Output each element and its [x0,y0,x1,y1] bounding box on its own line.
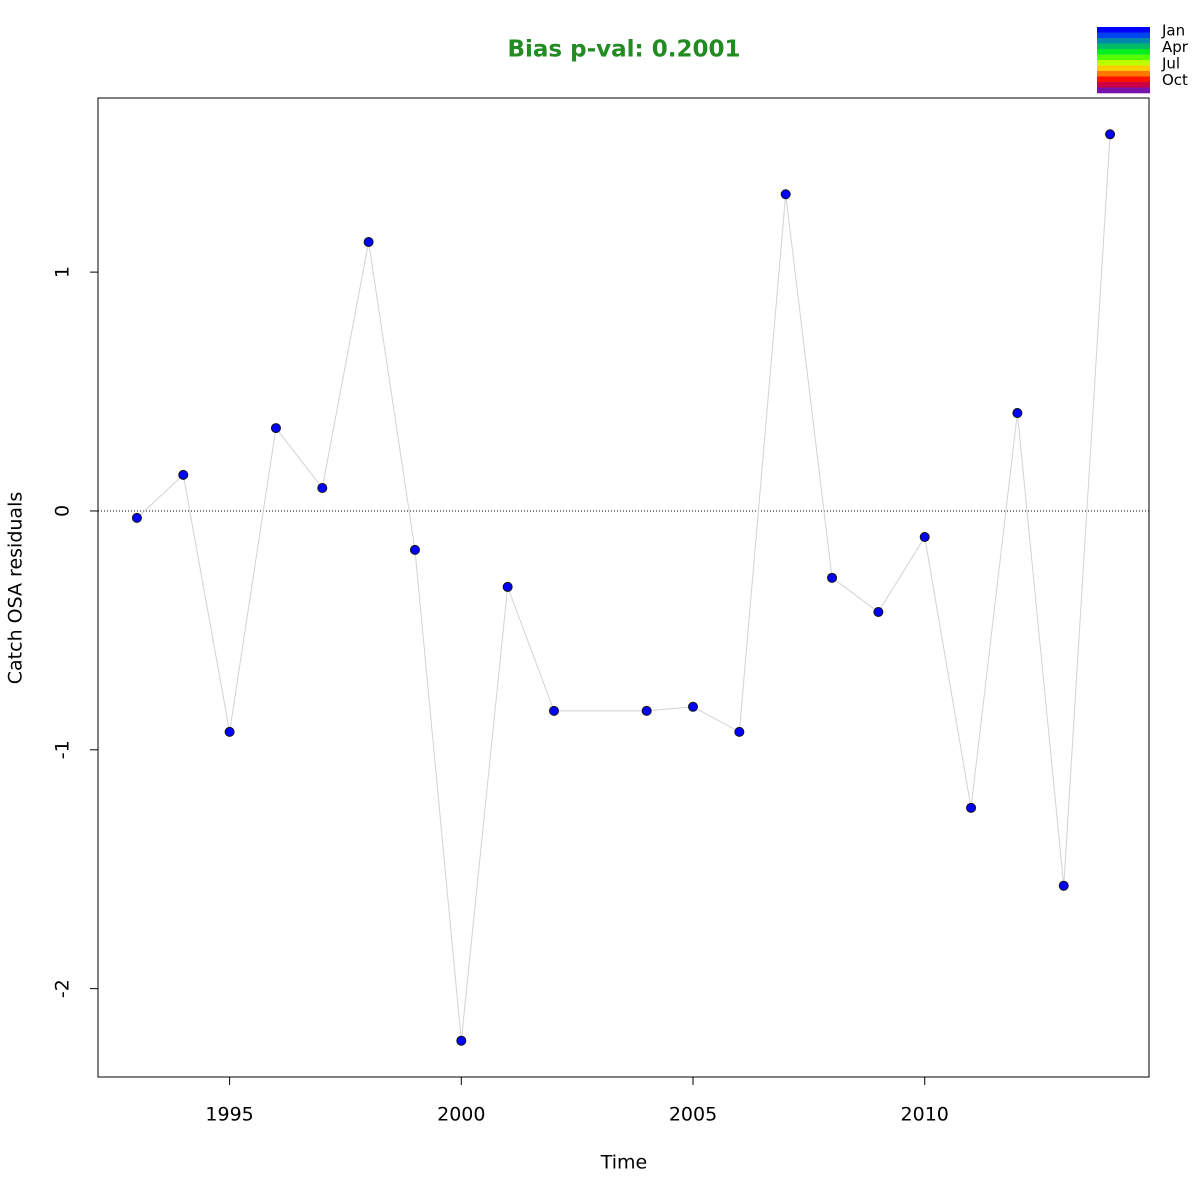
legend-swatch [1097,49,1150,55]
point [270,423,281,434]
point [641,705,652,716]
legend-swatch [1097,65,1150,72]
legend-label: Oct [1162,71,1188,89]
point [131,512,142,523]
legend-swatch [1097,82,1150,88]
legend-swatch [1097,38,1150,44]
legend-swatch [1097,71,1150,77]
legend-swatch [1097,32,1150,39]
legend-label: Jan [1161,22,1185,40]
point [734,726,745,737]
point [363,237,374,248]
legend-label: Jul [1161,55,1180,73]
y-axis-label: Catch OSA residuals [5,492,27,684]
point [919,531,930,542]
point [409,544,420,555]
legend-swatch [1097,87,1150,94]
x-axis-label: Time [600,1152,648,1174]
legend-swatch [1097,43,1150,50]
chart-title: Bias p-val: 0.2001 [508,37,741,63]
point [966,802,977,813]
point [780,189,791,200]
point [456,1035,467,1046]
legend-label: Apr [1162,38,1189,56]
y-tick-label: 1 [52,266,74,278]
point [178,469,189,480]
y-tick-label: -2 [52,979,74,998]
legend-swatch [1097,60,1150,66]
legend-swatch [1097,76,1150,83]
point [827,572,838,583]
point [224,726,235,737]
point [502,581,513,592]
legend-swatch [1097,54,1150,61]
x-tick-label: 2010 [901,1104,949,1126]
x-tick-label: 2005 [669,1104,717,1126]
point [873,606,884,617]
point [1105,129,1116,140]
x-tick-label: 2000 [437,1104,485,1126]
legend-swatch [1097,27,1150,33]
point [1058,880,1069,891]
point [548,705,559,716]
point [317,483,328,494]
point [1012,408,1023,419]
plot-frame [97,97,1150,1078]
series-line [136,134,1111,1041]
y-tick-label: 0 [52,505,74,517]
point [688,701,699,712]
y-tick-label: -1 [52,740,74,759]
x-tick-label: 1995 [205,1104,253,1126]
